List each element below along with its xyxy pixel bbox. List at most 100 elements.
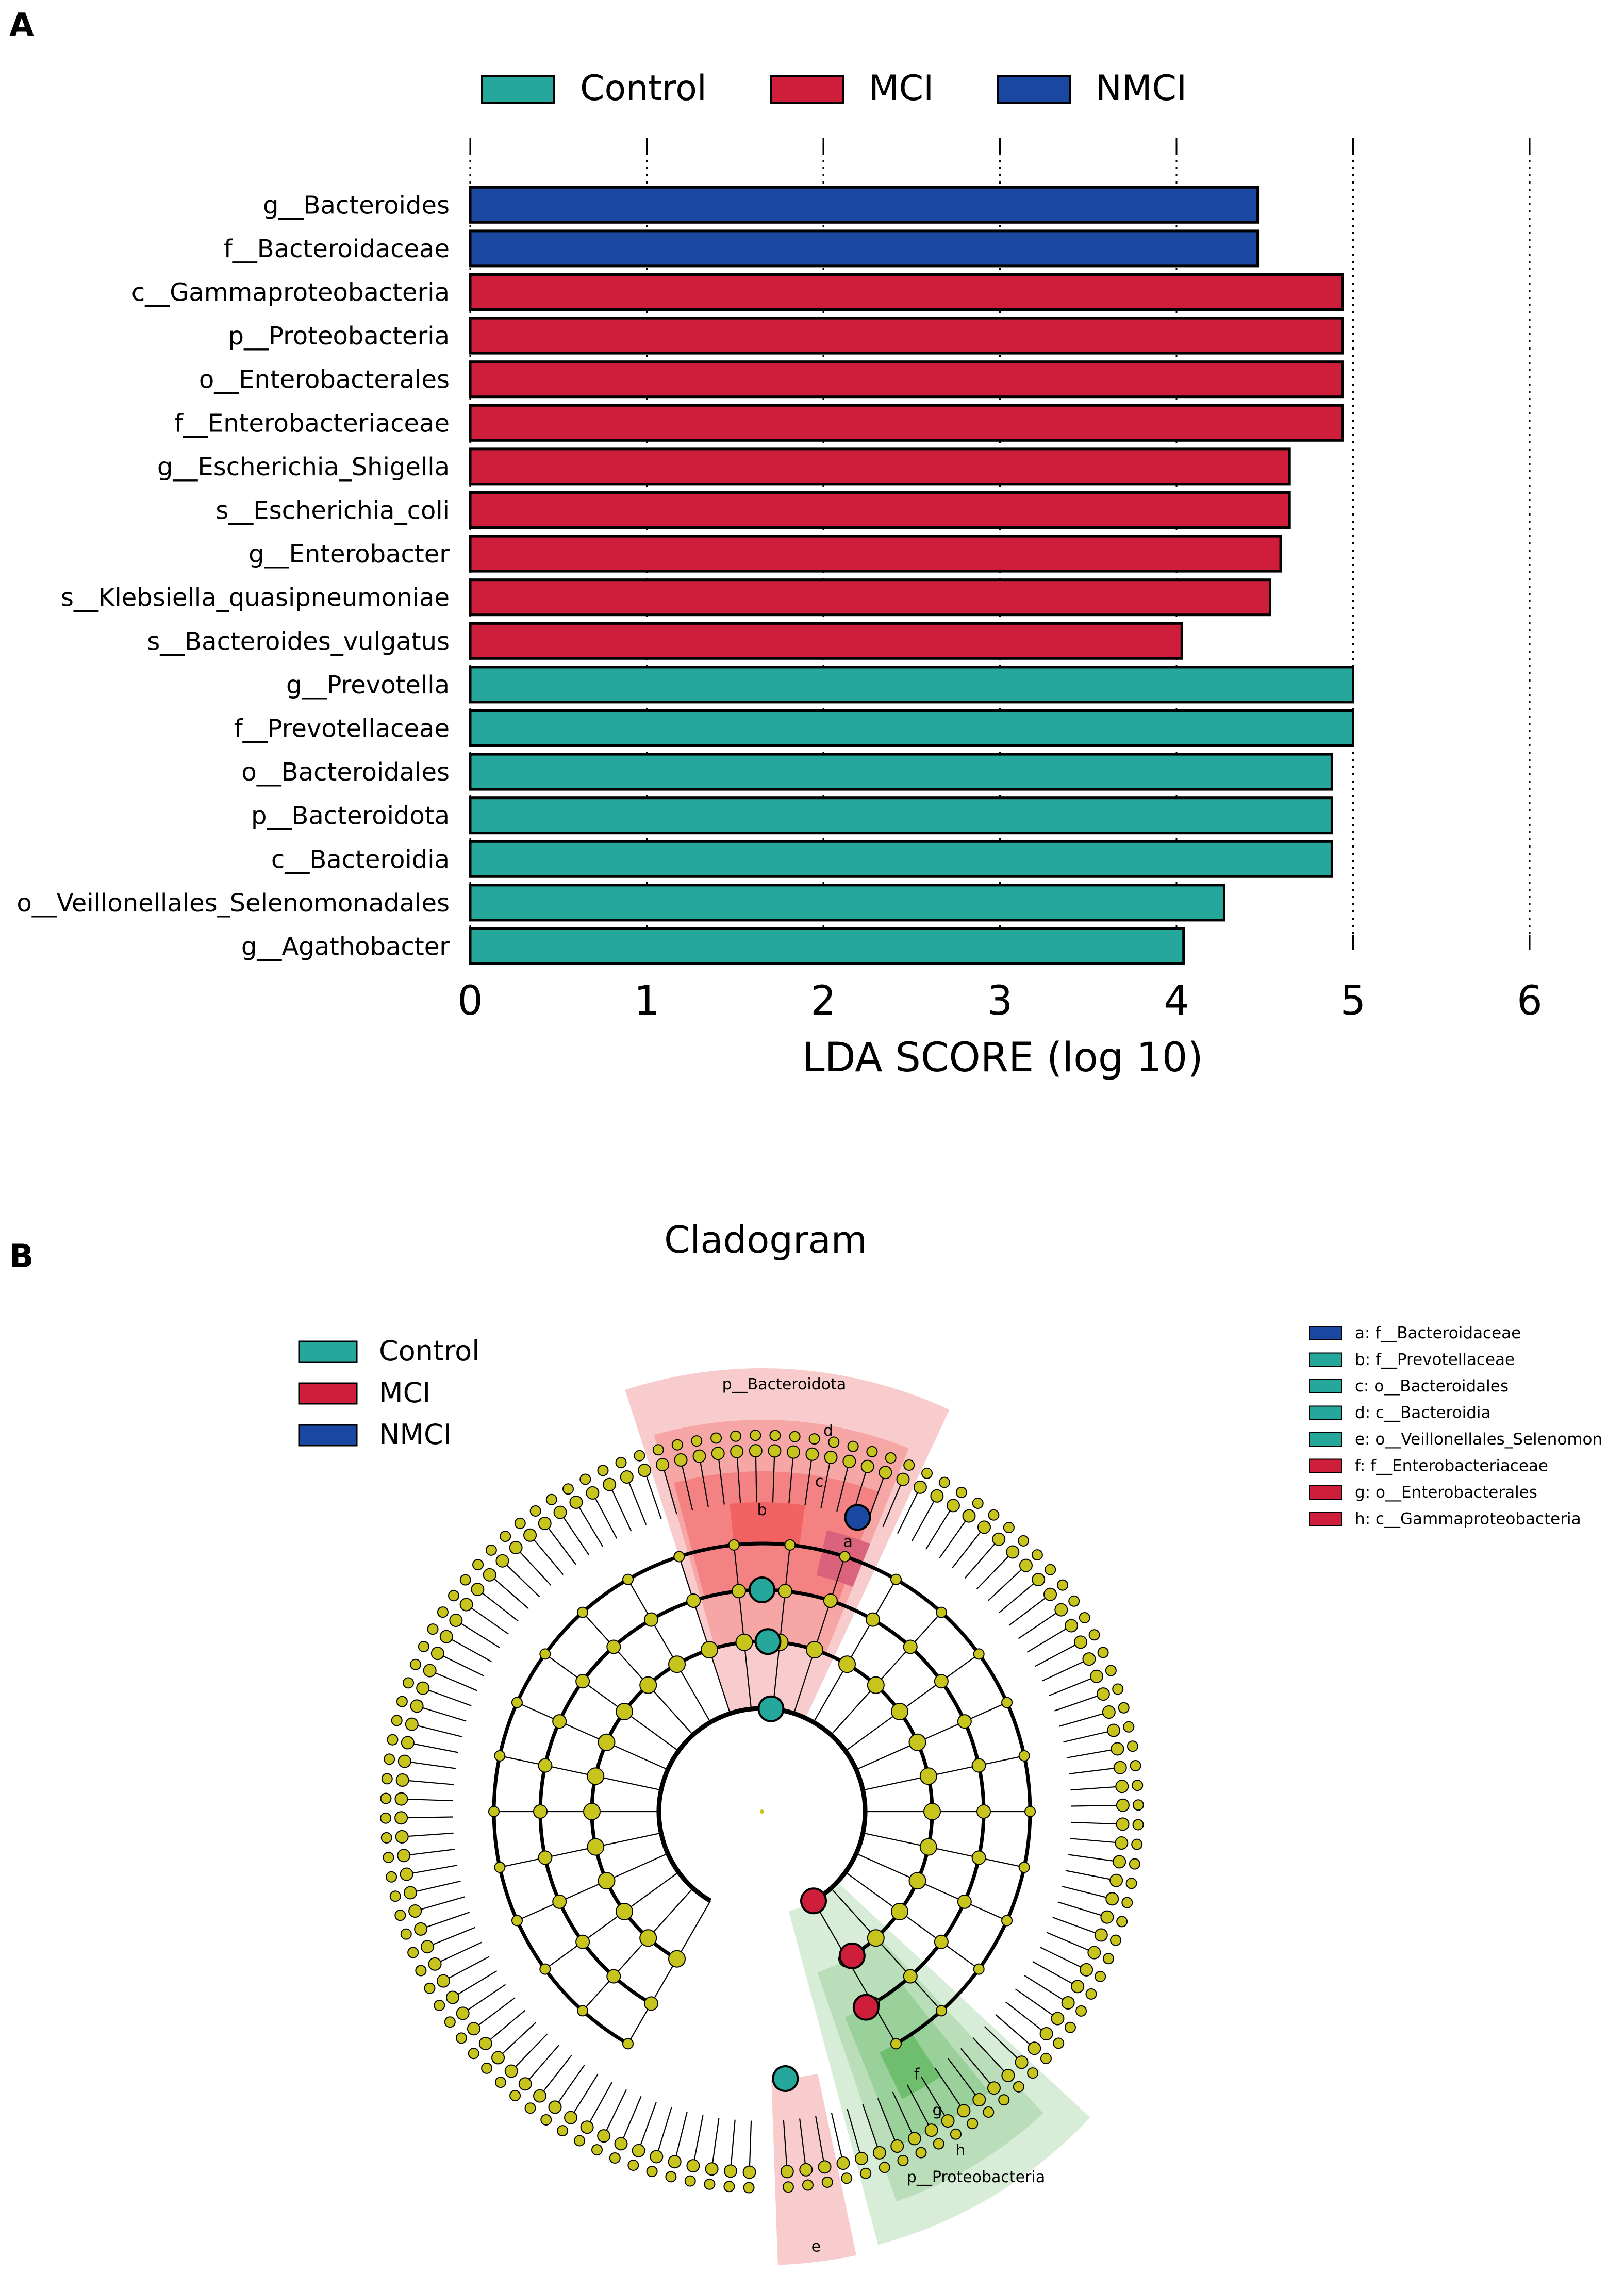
leaf-node (1105, 1665, 1117, 1676)
legend-swatch-control (481, 75, 555, 104)
clade-label-g: g (932, 2101, 942, 2119)
leaf-spoke (489, 1574, 529, 1609)
leaf-spoke (699, 1456, 709, 1507)
branch (863, 1755, 1024, 1791)
leaf-spoke (897, 1487, 921, 1534)
leaf-node (671, 1439, 683, 1451)
leaf-spoke (799, 2118, 807, 2170)
leaf-node (615, 1457, 627, 1469)
leaf-spoke (656, 2107, 672, 2157)
node (923, 1803, 941, 1820)
leaf-node (597, 2129, 611, 2143)
key-swatch-d (1309, 1405, 1342, 1420)
node (890, 1703, 908, 1721)
key-swatch-b (1309, 1352, 1342, 1367)
leaf-spoke (452, 1970, 498, 1998)
leaf-node (1121, 1897, 1133, 1908)
leaf-spoke (544, 1523, 576, 1565)
x-tick-label-6: 6 (1517, 978, 1543, 1024)
node (866, 1612, 880, 1627)
leaf-node (395, 1773, 409, 1787)
leaf-node (1001, 2068, 1015, 2082)
cladogram-key: a: f__Bacteroidaceae b: f__Prevotellaceae… (1309, 1324, 1602, 1529)
leaf-spoke (1039, 1947, 1087, 1970)
leaf-node (1097, 1647, 1109, 1658)
clade-label-a: a (843, 1533, 853, 1551)
leaf-node (1113, 1855, 1126, 1869)
leaf-node (799, 2163, 813, 2177)
leaf-node (557, 2125, 569, 2137)
leaf-node (890, 2139, 904, 2153)
leaf-node (921, 1467, 933, 1479)
leaf-node (860, 2167, 872, 2179)
leaf-node (391, 1715, 403, 1726)
node (686, 1593, 701, 1608)
leaf-node (548, 2100, 562, 2114)
leaf-node (1100, 1910, 1114, 1924)
leaf-node (879, 1466, 892, 1480)
leaf-spoke (939, 1515, 970, 1559)
node (577, 2005, 589, 2017)
leaf-spoke (422, 1687, 472, 1706)
branch (517, 1702, 668, 1770)
leaf-spoke (867, 1472, 886, 1521)
leaf-node (1075, 2005, 1087, 2017)
leaf-node (1082, 1652, 1096, 1666)
leaf-node (586, 1486, 600, 1500)
leaf-node (1105, 1892, 1119, 1906)
leaf-node (437, 1606, 449, 1618)
leaf-node (962, 1509, 976, 1523)
leaf-node (977, 1520, 991, 1534)
leaf-node (389, 1890, 401, 1902)
leaf-spoke (477, 1589, 519, 1622)
leaf-spoke (1005, 2001, 1047, 2034)
leaf-spoke (446, 1636, 492, 1663)
category-label-c__Gammaproteobacteria: c__Gammaproteobacteria (131, 278, 450, 307)
leaf-node (983, 2106, 995, 2118)
leaf-node (704, 2178, 716, 2190)
leaf-node (946, 1499, 960, 1513)
node (1024, 1806, 1036, 1817)
leaf-node (403, 1677, 415, 1689)
node (622, 1573, 634, 1585)
leaf-node (620, 1470, 634, 1484)
leaf-node (1132, 1780, 1144, 1791)
leaf-spoke (402, 1779, 454, 1785)
leaf-node (782, 2181, 794, 2193)
leaf-node (818, 2160, 832, 2174)
leaf-spoke (626, 1476, 647, 1525)
leaf-node (998, 2094, 1010, 2106)
leaf-spoke (1026, 1625, 1072, 1653)
node (890, 1573, 902, 1585)
branch (845, 1871, 980, 1970)
leaf-node (408, 1904, 422, 1918)
leaf-node (387, 1734, 399, 1746)
bar-f__Prevotellaceae (469, 709, 1354, 747)
leaf-node (500, 1531, 511, 1542)
branch (772, 1545, 791, 1709)
leaf-spoke (1042, 1658, 1089, 1682)
node (935, 1606, 947, 1618)
leaf-node (397, 1754, 411, 1768)
leaf-node (394, 1792, 408, 1806)
key-label-e: e: o__Veillonellales_Selenomon (1355, 1430, 1602, 1449)
leaf-node (579, 1473, 591, 1485)
bar-g__Escherichia_Shigella (469, 447, 1291, 486)
leaf-node (987, 2081, 1001, 2095)
leaf-node (459, 1598, 473, 1612)
node (538, 1850, 553, 1865)
key-label-d: d: c__Bacteroidia (1355, 1404, 1491, 1422)
leaf-node (430, 1647, 444, 1661)
leaf-spoke (988, 1565, 1026, 1601)
branch (582, 1887, 693, 2012)
clado-legend-swatch-nmci (298, 1424, 358, 1447)
leaf-node (394, 1811, 408, 1825)
leaf-node (723, 2181, 735, 2193)
leaf-node (684, 2175, 696, 2187)
leaf-node (467, 2022, 480, 2036)
leaf-spoke (411, 1723, 462, 1737)
branch (733, 1545, 752, 1709)
node (728, 1539, 740, 1551)
leaf-node (1018, 1535, 1030, 1547)
leaf-spoke (427, 1927, 476, 1948)
